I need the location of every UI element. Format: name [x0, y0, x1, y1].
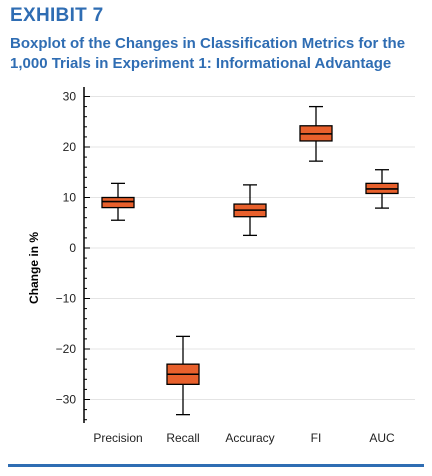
- y-tick-label: 30: [63, 90, 77, 104]
- x-tick-label: Precision: [93, 431, 142, 445]
- y-tick-label: 20: [63, 140, 77, 154]
- y-axis: 30 20 10 0 −10 −20 −30: [56, 87, 90, 423]
- x-tick-label: AUC: [369, 431, 395, 445]
- chart-title: Boxplot of the Changes in Classification…: [10, 35, 406, 72]
- y-tick-label: 10: [63, 191, 77, 205]
- gridlines: [84, 96, 415, 400]
- box-recall: [166, 335, 200, 416]
- x-tick-label: Accuracy: [225, 431, 274, 445]
- box-accuracy: [233, 184, 267, 237]
- x-tick-label: Recall: [166, 431, 199, 445]
- x-tick-label: FI: [311, 431, 322, 445]
- y-axis-label: Change in %: [27, 232, 41, 304]
- y-tick-label: 0: [69, 241, 76, 255]
- x-axis-labels: Precision Recall Accuracy FI AUC: [93, 431, 395, 445]
- y-tick-label: −20: [56, 342, 77, 356]
- y-tick-label: −30: [56, 393, 77, 407]
- exhibit-label: EXHIBIT 7: [10, 5, 104, 26]
- y-tick-label: −10: [56, 292, 77, 306]
- box-precision: [101, 182, 135, 221]
- boxes: [101, 105, 399, 416]
- box-iqr: [101, 196, 135, 209]
- box-fi: [299, 105, 333, 162]
- bottom-rule: [8, 464, 424, 467]
- box-auc: [365, 169, 399, 209]
